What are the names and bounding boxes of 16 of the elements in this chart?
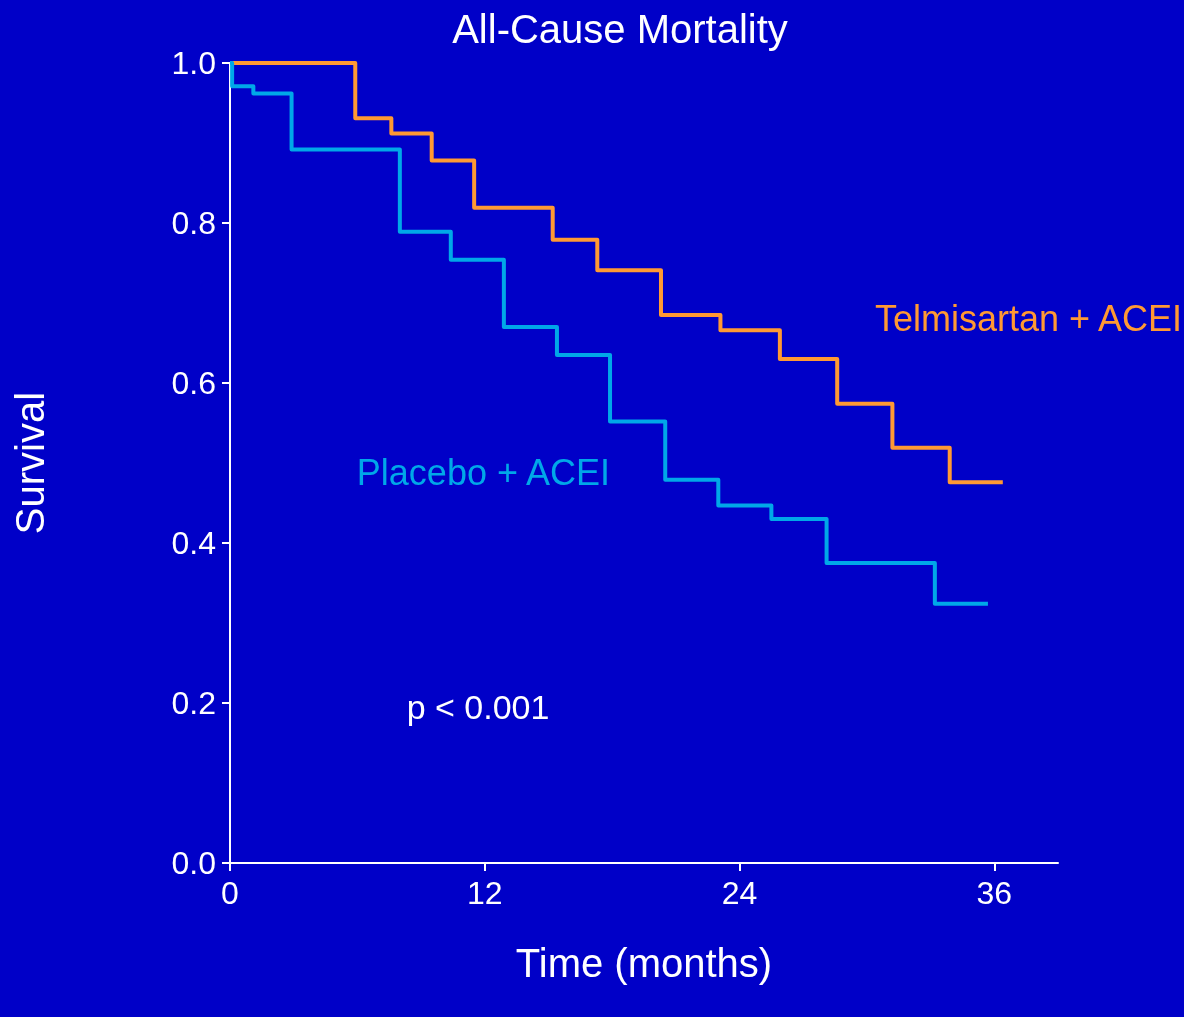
- x-tick-label: 12: [466, 875, 503, 911]
- y-axis-title: Survival: [8, 391, 52, 535]
- y-tick-label: 0.0: [171, 845, 216, 881]
- series-label: Telmisartan + ACEI: [874, 297, 1182, 339]
- x-tick-label: 24: [721, 875, 758, 911]
- series-label: Placebo + ACEI: [356, 451, 610, 493]
- y-tick-label: 0.2: [171, 685, 216, 721]
- y-tick-label: 0.4: [171, 525, 216, 561]
- x-tick-label: 36: [976, 875, 1013, 911]
- y-tick-label: 0.6: [171, 365, 216, 401]
- x-axis-title: Time (months): [515, 941, 773, 985]
- chart-title: All-Cause Mortality: [452, 7, 788, 51]
- annotation: p < 0.001: [406, 688, 550, 726]
- y-tick-label: 1.0: [171, 45, 216, 81]
- y-tick-label: 0.8: [171, 205, 216, 241]
- x-tick-label: 0: [221, 875, 239, 911]
